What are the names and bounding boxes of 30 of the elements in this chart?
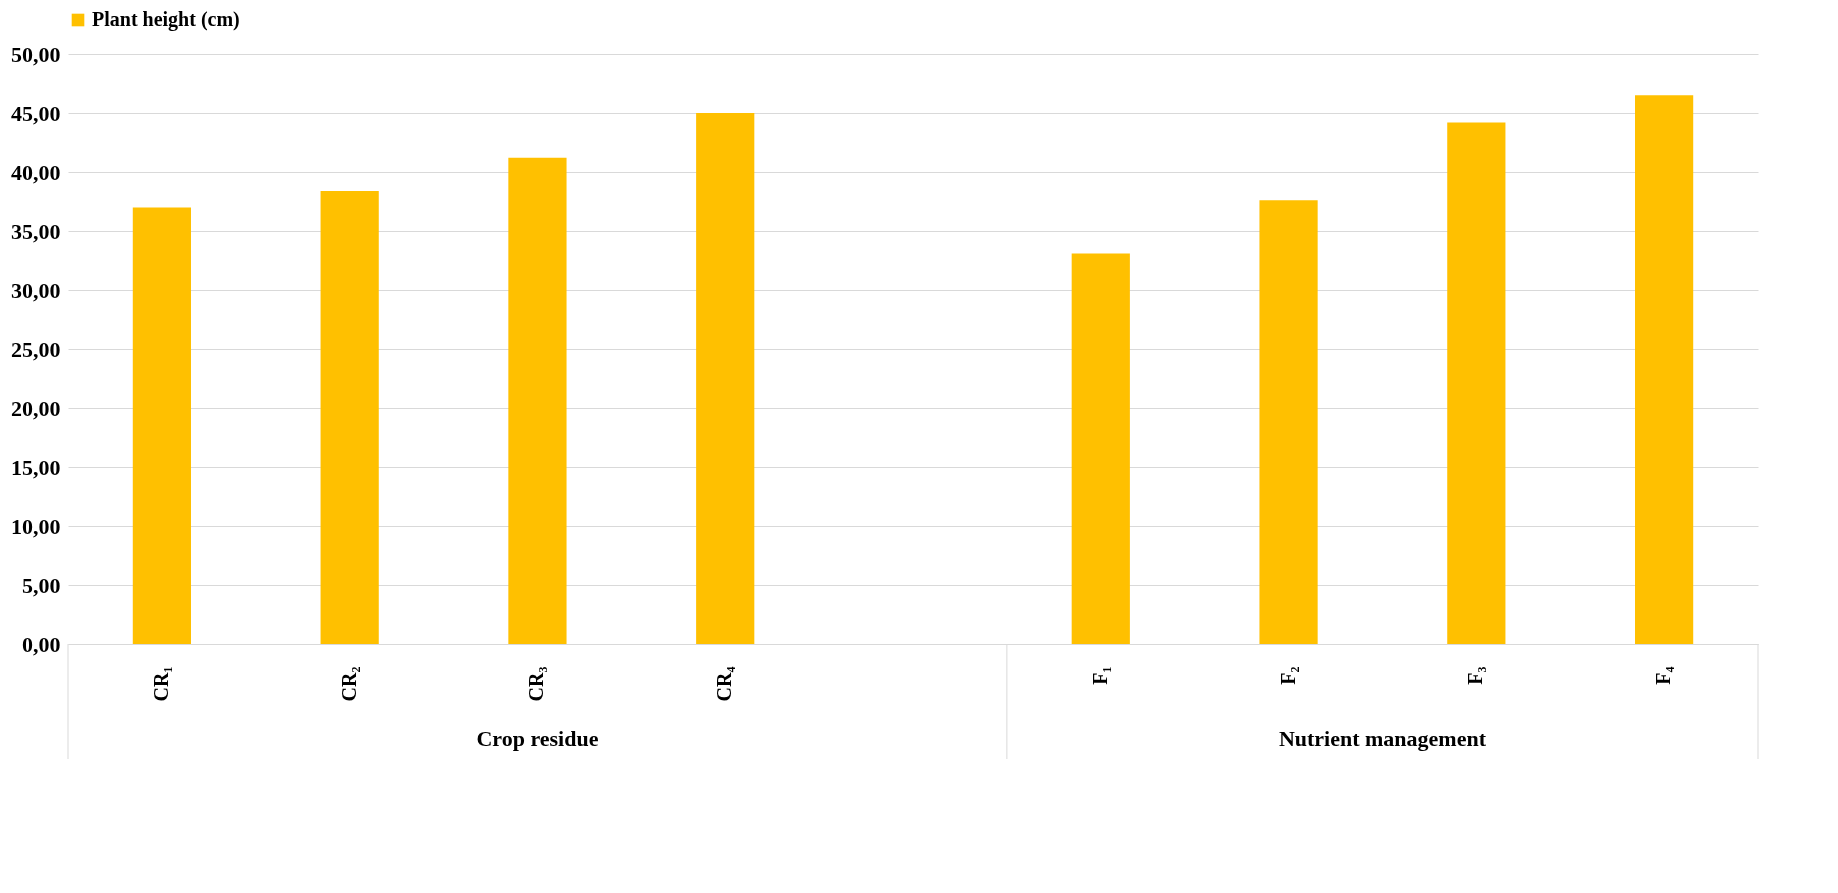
- x-tick-label: CR₄: [713, 666, 736, 702]
- text: Nutrient management: [1278, 726, 1487, 751]
- y-tick-label: 10,00: [11, 513, 61, 539]
- y-tick-label: 15,00: [11, 454, 61, 480]
- y-tick-label: 30,00: [11, 277, 61, 303]
- bar: [696, 113, 755, 644]
- bar: [320, 190, 379, 644]
- y-tick-label: 40,00: [11, 159, 61, 185]
- bar: [1447, 122, 1506, 644]
- bar: [1635, 95, 1694, 644]
- x-tick-label: F₃: [1464, 666, 1487, 685]
- legend-label: Plant height (cm): [92, 8, 240, 31]
- x-tick-label: F₂: [1276, 666, 1299, 685]
- x-tick-label: F₄: [1652, 666, 1675, 685]
- bar: [1071, 253, 1130, 644]
- x-tick-label: CR₁: [149, 666, 172, 702]
- y-tick-label: 0,00: [22, 631, 61, 657]
- y-tick-label: 50,00: [11, 41, 61, 67]
- x-tick-label: CR₂: [337, 666, 360, 702]
- y-tick-label: 5,00: [22, 572, 61, 598]
- bar: [508, 157, 567, 644]
- text: Crop residue: [476, 726, 599, 751]
- y-tick-label: 20,00: [11, 395, 61, 421]
- x-tick-label: CR₃: [525, 666, 548, 702]
- y-tick-label: 35,00: [11, 218, 61, 244]
- bar: [132, 207, 191, 644]
- bar: [1259, 200, 1318, 644]
- x-tick-label: F₁: [1088, 666, 1111, 685]
- y-tick-label: 45,00: [11, 100, 61, 126]
- y-tick-label: 25,00: [11, 336, 61, 362]
